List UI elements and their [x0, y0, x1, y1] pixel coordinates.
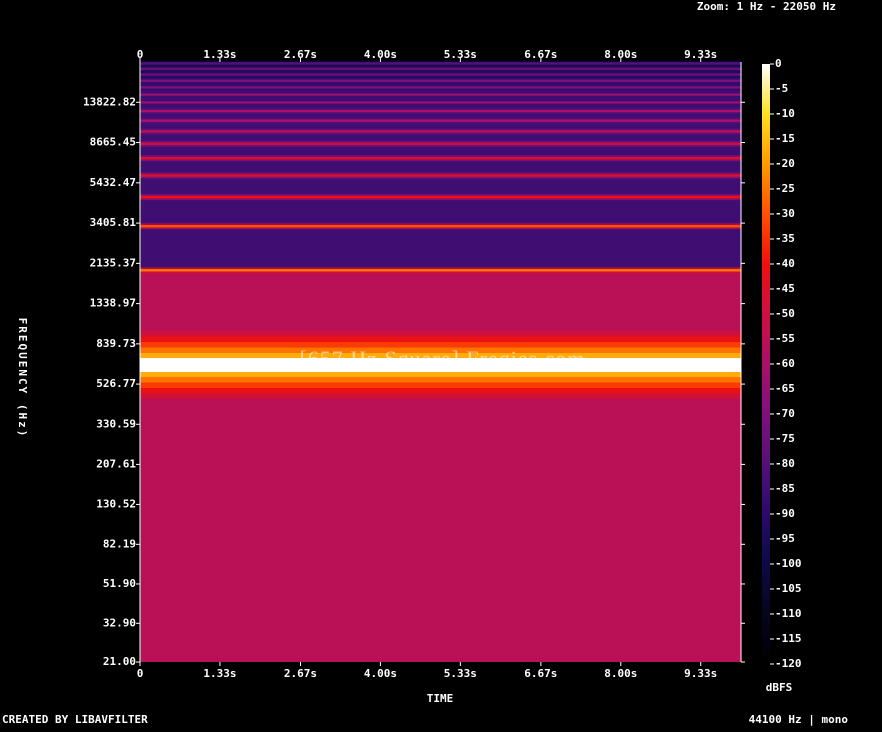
colorbar-tick-label: -75 [775, 432, 795, 445]
harmonic-line [140, 67, 741, 71]
y-tick-label: 207.61 [96, 457, 136, 470]
harmonic-line [140, 130, 741, 133]
harmonic-line [140, 195, 741, 199]
colorbar-tick-label: -60 [775, 357, 795, 370]
y-tick-label: 32.90 [103, 616, 136, 629]
harmonic-line [140, 269, 741, 272]
harmonic-band [140, 358, 741, 373]
y-tick-label: 526.77 [96, 377, 136, 390]
y-tick-label: 21.00 [103, 655, 136, 668]
plot-area [140, 60, 741, 662]
colorbar-tick-label: -90 [775, 507, 795, 520]
colorbar-tick-label: -20 [775, 157, 795, 170]
y-tick-label: 130.52 [96, 497, 136, 510]
y-tick-label: 3405.81 [90, 216, 137, 229]
harmonic-line [140, 73, 741, 76]
y-tick-label: 5432.47 [90, 176, 136, 189]
x-tick-label-top: 4.00s [364, 48, 397, 61]
y-tick-label: 330.59 [96, 417, 136, 430]
harmonic-line [140, 225, 741, 228]
colorbar-tick-label: -55 [775, 332, 795, 345]
harmonic-line [140, 101, 741, 104]
x-tick-label-top: 1.33s [203, 48, 236, 61]
harmonic-line [140, 109, 741, 113]
x-tick-label-bottom: 1.33s [203, 667, 236, 680]
colorbar-tick-label: -15 [775, 132, 795, 145]
colorbar-tick-label: -65 [775, 382, 795, 395]
colorbar-tick-label: -30 [775, 207, 795, 220]
x-tick-label-bottom: 4.00s [364, 667, 397, 680]
x-tick-label-top: 6.67s [524, 48, 557, 61]
x-tick-label-top: 0 [137, 48, 144, 61]
colorbar-label: dBFS [766, 681, 793, 694]
colorbar-tick-label: -110 [775, 607, 802, 620]
harmonic-line [140, 157, 741, 160]
x-tick-label-bottom: 6.67s [524, 667, 557, 680]
harmonic-line [140, 174, 741, 177]
colorbar-tick-label: -80 [775, 457, 795, 470]
y-tick-label: 8665.45 [90, 136, 136, 149]
colorbar-tick-label: -115 [775, 632, 802, 645]
harmonic-line [140, 142, 741, 146]
colorbar-tick-label: -85 [775, 482, 795, 495]
harmonic-line [140, 93, 741, 96]
colorbar-tick-label: -70 [775, 407, 795, 420]
colorbar-tick-label: -45 [775, 282, 795, 295]
colorbar-tick-label: -50 [775, 307, 795, 320]
y-tick-label: 51.90 [103, 577, 136, 590]
colorbar-tick-label: -40 [775, 257, 795, 270]
colorbar-tick-label: -10 [775, 107, 795, 120]
colorbar-tick-label: -35 [775, 232, 795, 245]
colorbar-tick-label: -95 [775, 532, 795, 545]
format-info: 44100 Hz | mono [749, 713, 849, 726]
colorbar-tick-label: -120 [775, 657, 802, 670]
colorbar-tick-label: -5 [775, 82, 788, 95]
x-tick-label-top: 9.33s [684, 48, 717, 61]
noise-floor [140, 270, 741, 662]
colorbar-tick-label: -100 [775, 557, 802, 570]
x-tick-label-top: 8.00s [604, 48, 637, 61]
credit: CREATED BY LIBAVFILTER [2, 713, 148, 726]
x-tick-label-bottom: 0 [137, 667, 144, 680]
harmonic-line [140, 62, 741, 65]
x-tick-label-bottom: 2.67s [284, 667, 317, 680]
x-axis-label: TIME [427, 692, 454, 705]
y-tick-label: 13822.82 [83, 95, 136, 108]
x-tick-label-bottom: 9.33s [684, 667, 717, 680]
y-tick-label: 1338.97 [90, 297, 136, 310]
colorbar [762, 64, 770, 664]
harmonic-line [140, 86, 741, 89]
y-axis-label: FREQUENCY (Hz) [16, 318, 29, 439]
watermark: [657 Hz Square] Freqies.com [299, 346, 585, 371]
colorbar-tick-label: 0 [775, 57, 782, 70]
zoom-label: Zoom: 1 Hz - 22050 Hz [697, 0, 836, 13]
x-tick-label-bottom: 5.33s [444, 667, 477, 680]
harmonic-line [140, 119, 741, 122]
colorbar-tick-label: -25 [775, 182, 795, 195]
x-tick-label-top: 2.67s [284, 48, 317, 61]
x-tick-label-bottom: 8.00s [604, 667, 637, 680]
x-tick-label-top: 5.33s [444, 48, 477, 61]
colorbar-tick-label: -105 [775, 582, 802, 595]
y-tick-label: 82.19 [103, 537, 136, 550]
harmonic-line [140, 79, 741, 82]
y-tick-label: 2135.37 [90, 256, 136, 269]
y-tick-label: 839.73 [96, 337, 136, 350]
